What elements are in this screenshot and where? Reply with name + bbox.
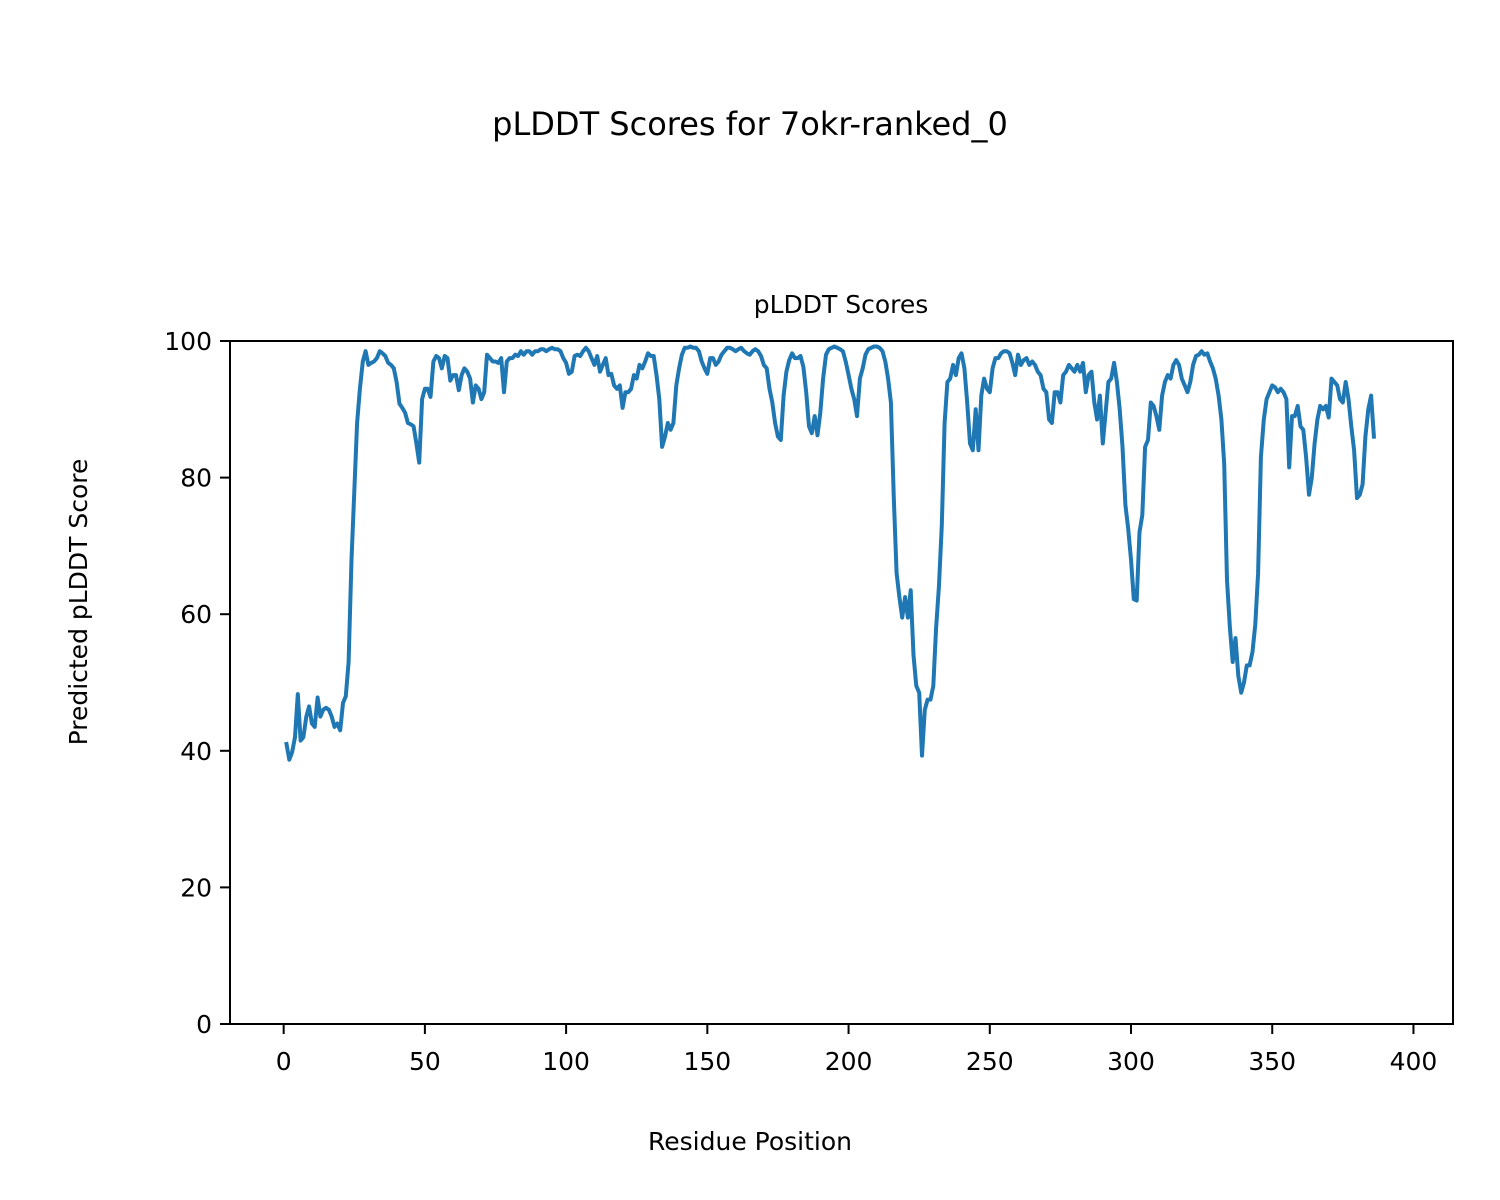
x-tick-label: 350 [1248,1047,1296,1076]
x-tick-label: 200 [825,1047,873,1076]
y-tick-label: 80 [180,464,212,493]
x-tick-label: 100 [542,1047,590,1076]
x-tick-label: 150 [683,1047,731,1076]
series-line-0 [284,344,1377,762]
x-axis-label: Residue Position [648,1127,852,1156]
y-tick-label: 100 [164,327,212,356]
figure-suptitle: pLDDT Scores for 7okr-ranked_0 [492,105,1008,143]
x-tick-label: 50 [409,1047,441,1076]
y-axis-label: Predicted pLDDT Score [64,459,93,746]
y-tick-label: 60 [180,600,212,629]
x-tick-label: 0 [276,1047,292,1076]
x-tick-label: 300 [1107,1047,1155,1076]
y-tick-label: 0 [196,1010,212,1039]
y-tick-label: 40 [180,737,212,766]
axes-frame [229,340,1454,1025]
y-tick-label: 20 [180,873,212,902]
chart-title: pLDDT Scores [754,290,929,319]
x-tick-label: 250 [966,1047,1014,1076]
x-tick-label: 400 [1390,1047,1438,1076]
plot-area: 0 50 100 150 200 250 300 350 400 0 20 40 60 80 100 [164,327,1454,1076]
